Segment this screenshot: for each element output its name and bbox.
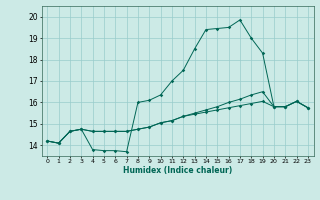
X-axis label: Humidex (Indice chaleur): Humidex (Indice chaleur)	[123, 166, 232, 175]
